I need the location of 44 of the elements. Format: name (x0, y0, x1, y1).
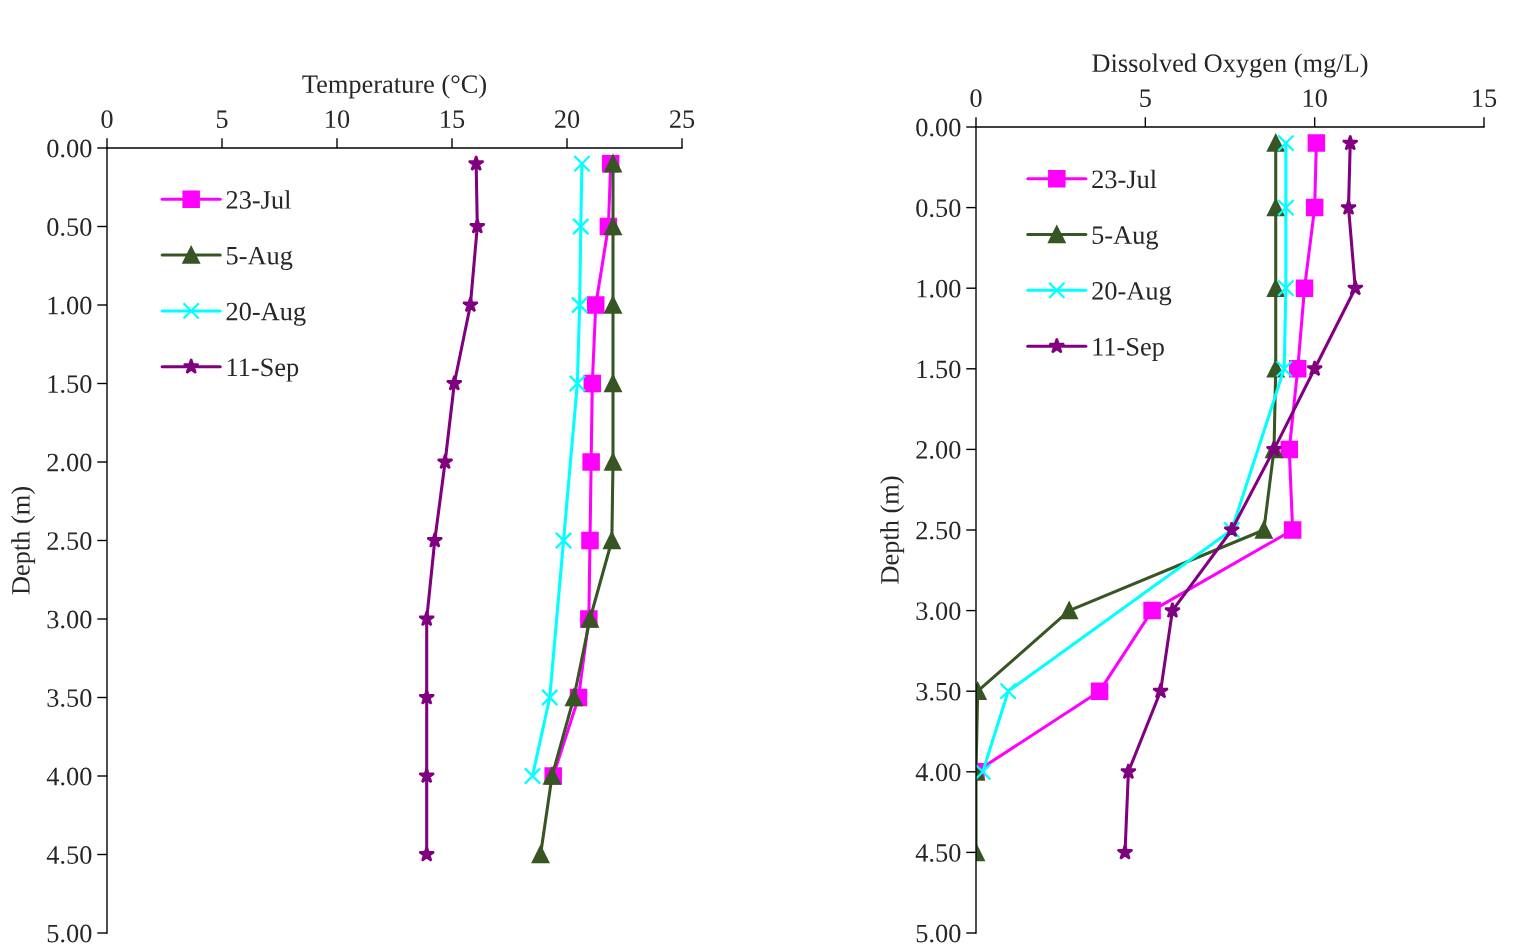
y-tick-label: 4.50 (46, 846, 92, 865)
y-tick-label: 0.50 (47, 218, 92, 237)
x-axis-title: Temperature (°C) (302, 74, 486, 99)
legend-label: 20-Aug (226, 302, 306, 326)
legend-label: 23-Jul (1092, 169, 1157, 189)
y-tick-label: 2.50 (47, 532, 92, 551)
x-tick-label: 25 (669, 110, 695, 129)
y-tick-label: 5.00 (47, 924, 92, 943)
legend-label: 5-Aug (227, 246, 293, 271)
y-tick-label: 3.00 (916, 602, 961, 621)
y-axis-title: Depth (m) (11, 487, 36, 595)
x-axis-title: Dissolved Oxygen (mg/L) (1092, 53, 1368, 78)
legend-label: 11-Sep (1093, 337, 1164, 362)
x-tick-label: 15 (441, 110, 465, 129)
x-tick-label: 15 (1473, 89, 1497, 108)
y-tick-label: 4.50 (915, 844, 961, 862)
y-tick-label: 4.00 (46, 767, 92, 786)
y-tick-label: 0.00 (916, 118, 961, 137)
x-tick-label: 5 (216, 110, 228, 129)
x-tick-label: 0 (970, 89, 982, 108)
y-tick-label: 1.00 (917, 279, 961, 298)
y-tick-label: 3.00 (47, 610, 92, 629)
legend-label: 23-Jul (226, 190, 291, 209)
y-tick-label: 0.00 (47, 139, 92, 158)
y-tick-label: 2.50 (916, 521, 961, 540)
y-tick-label: 1.50 (48, 375, 92, 394)
legend-label: 5-Aug (1092, 226, 1159, 250)
x-tick-label: 5 (1140, 89, 1151, 108)
legend-label: 20-Aug (1092, 282, 1172, 306)
y-tick-label: 2.00 (916, 441, 961, 459)
y-tick-label: 1.00 (48, 296, 92, 315)
x-tick-label: 20 (554, 110, 580, 129)
y-axis-title: Depth (m) (880, 476, 905, 584)
legend-label: 11-Sep (227, 358, 299, 382)
x-tick-label: 10 (1303, 89, 1327, 108)
y-tick-label: 5.00 (916, 924, 961, 943)
y-tick-label: 0.50 (916, 199, 961, 218)
y-tick-label: 3.50 (916, 682, 961, 701)
x-tick-label: 10 (326, 110, 350, 129)
y-tick-label: 4.00 (915, 763, 961, 782)
y-tick-label: 2.00 (47, 453, 92, 472)
y-tick-label: 3.50 (47, 689, 92, 708)
y-tick-label: 1.50 (917, 360, 961, 379)
x-tick-label: 0 (101, 110, 113, 129)
